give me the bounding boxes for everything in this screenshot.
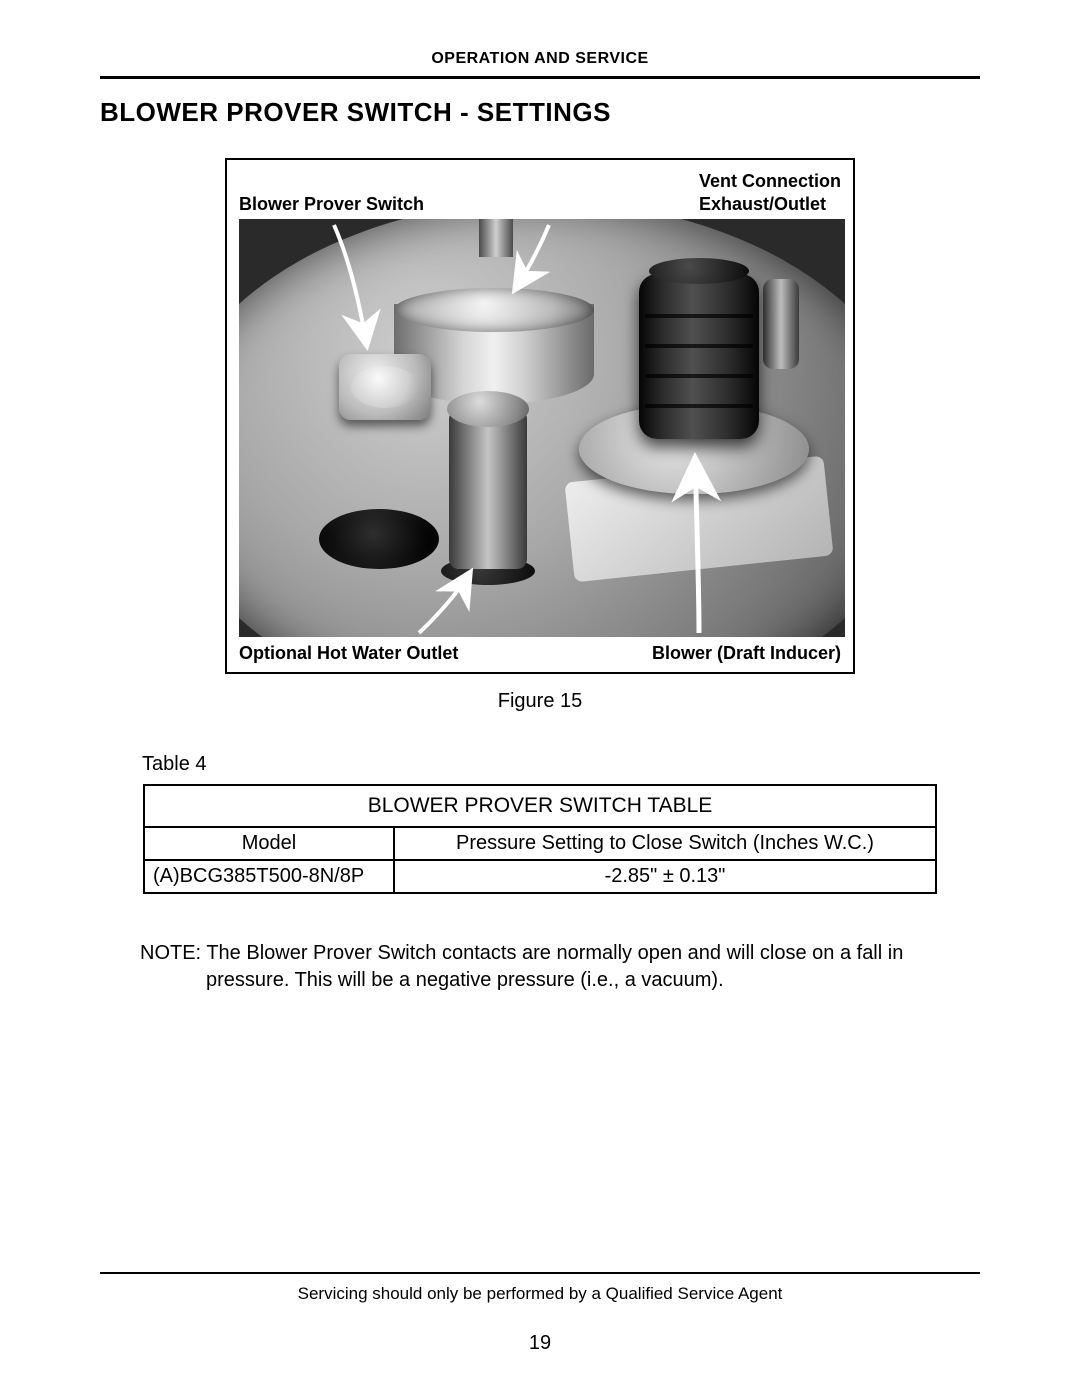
- figure-label-bottom-left: Optional Hot Water Outlet: [239, 643, 458, 664]
- note-line1: The Blower Prover Switch contacts are no…: [206, 942, 903, 964]
- running-head: OPERATION AND SERVICE: [100, 50, 980, 68]
- bottom-rule: [100, 1272, 980, 1274]
- figure-label-top-right: Vent Connection Exhaust/Outlet: [699, 170, 841, 215]
- table-cell-pressure: -2.85" ± 0.13": [394, 860, 936, 893]
- note-label: NOTE:: [140, 942, 201, 964]
- footer: Servicing should only be performed by a …: [100, 1272, 980, 1355]
- figure-top-labels: Blower Prover Switch Vent Connection Exh…: [239, 170, 841, 215]
- top-rule: [100, 76, 980, 79]
- tank-opening: [319, 509, 439, 569]
- table-header-model: Model: [144, 827, 394, 860]
- figure-caption: Figure 15: [100, 690, 980, 713]
- table-header-pressure: Pressure Setting to Close Switch (Inches…: [394, 827, 936, 860]
- table-cell-model: (A)BCG385T500-8N/8P: [144, 860, 394, 893]
- table-header-row: Model Pressure Setting to Close Switch (…: [144, 827, 936, 860]
- hot-water-outlet: [449, 409, 527, 579]
- blower-motor: [639, 274, 759, 439]
- blower-prover-switch-table: BLOWER PROVER SWITCH TABLE Model Pressur…: [143, 784, 937, 894]
- figure-label-top-right-line1: Vent Connection: [699, 171, 841, 191]
- table-row: (A)BCG385T500-8N/8P -2.85" ± 0.13": [144, 860, 936, 893]
- figure-photo: [239, 219, 845, 637]
- figure-label-bottom-right: Blower (Draft Inducer): [652, 643, 841, 664]
- prover-switch-device: [339, 354, 431, 420]
- page: OPERATION AND SERVICE BLOWER PROVER SWIT…: [0, 0, 1080, 1397]
- figure-label-top-right-line2: Exhaust/Outlet: [699, 194, 826, 214]
- table-title-cell: BLOWER PROVER SWITCH TABLE: [144, 785, 936, 827]
- figure-label-top-left: Blower Prover Switch: [239, 193, 424, 216]
- footer-text: Servicing should only be performed by a …: [100, 1284, 980, 1304]
- table-label: Table 4: [142, 753, 980, 776]
- capacitor-cylinder: [763, 279, 799, 369]
- note-block: NOTE: The Blower Prover Switch contacts …: [140, 940, 940, 994]
- figure-bottom-labels: Optional Hot Water Outlet Blower (Draft …: [239, 643, 841, 664]
- page-number: 19: [100, 1332, 980, 1355]
- table-title-row: BLOWER PROVER SWITCH TABLE: [144, 785, 936, 827]
- section-title: BLOWER PROVER SWITCH - SETTINGS: [100, 97, 980, 128]
- vent-pipe: [479, 219, 513, 257]
- figure-frame: Blower Prover Switch Vent Connection Exh…: [225, 158, 855, 674]
- note-line2: pressure. This will be a negative pressu…: [140, 967, 940, 994]
